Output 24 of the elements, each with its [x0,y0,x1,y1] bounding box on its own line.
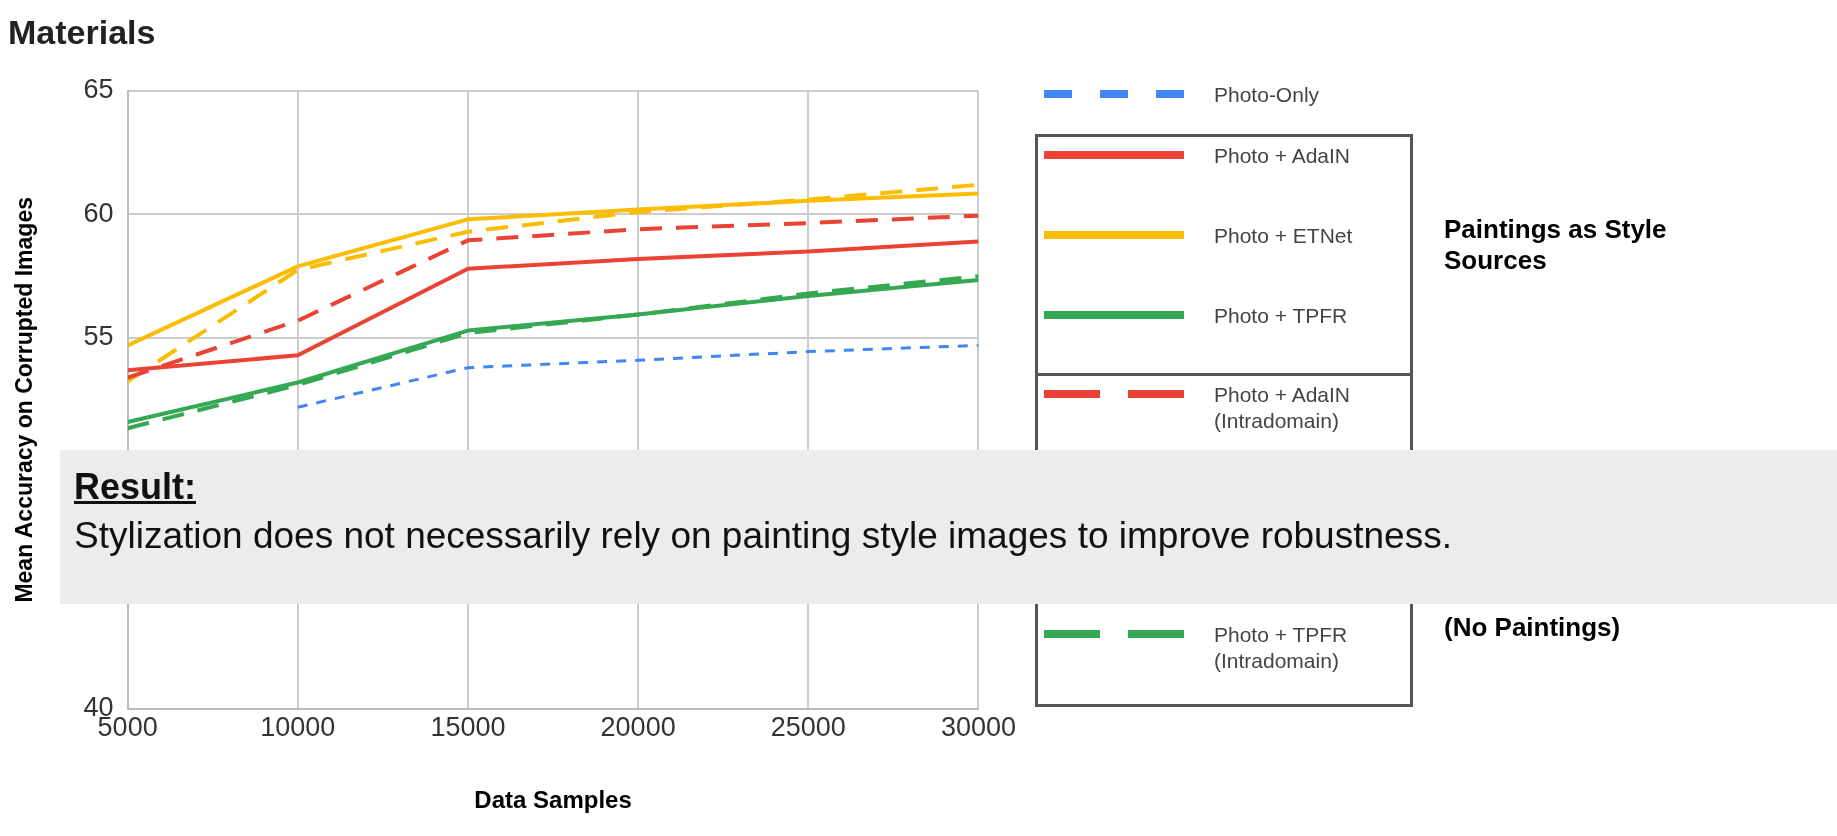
text: (No Paintings) [1444,612,1622,643]
y-tick-label: 55 [83,321,114,352]
x-tick-label: 25000 [770,712,846,743]
y-tick-label: 60 [83,197,114,228]
text: Paintings as Style Sources [1444,214,1668,276]
x-tick-label: 15000 [430,712,506,743]
legend-label: Photo + AdaIN (Intradomain) [1214,382,1352,434]
legend-label: Photo + AdaIN [1214,143,1352,169]
x-tick-label: 10000 [260,712,336,743]
caption-box: Result: Stylization does not necessarily rely on painting style images to improve robustness. [60,450,1837,604]
annotation: Result: [74,465,197,509]
chart-title: Materials [8,12,156,51]
line-series [296,343,979,409]
y-tick-label: 65 [83,74,114,105]
legend-label: Photo + TPFR (Intradomain) [1214,622,1349,674]
legend-label: Photo-Only [1214,82,1321,108]
annotation: Stylization does not necessarily rely on painting style images to improve robustness. [74,514,1453,558]
legend-label: Photo + TPFR [1214,303,1349,329]
x-tick-label: 30000 [940,712,1017,743]
x-axis-title: Data Samples [474,786,632,814]
x-tick-label: 20000 [600,712,676,743]
line-series [127,213,979,380]
legend-label: Photo + ETNet [1214,223,1354,249]
y-axis-title: Mean Accuracy on Corrupted Images [11,197,38,603]
